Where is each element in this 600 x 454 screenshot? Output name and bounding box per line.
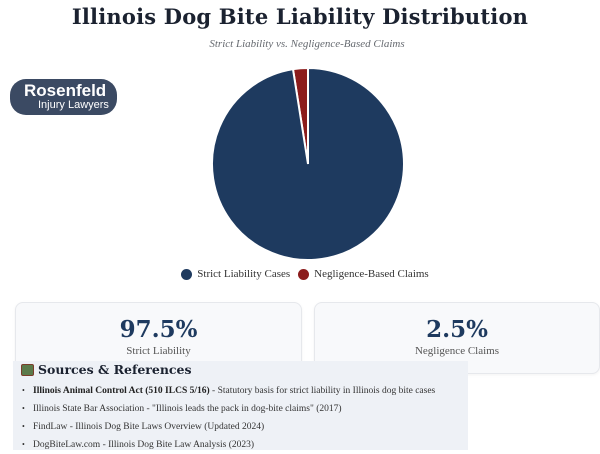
legend-label-strict: Strict Liability Cases xyxy=(197,268,291,280)
source-item: DogBiteLaw.com - Illinois Dog Bite Law A… xyxy=(22,436,435,454)
source-desc: - Illinois Dog Bite Law Analysis (2023) xyxy=(100,440,255,450)
page-title: Illinois Dog Bite Liability Distribution xyxy=(71,4,529,29)
pie-chart xyxy=(211,66,405,261)
stat-value-strict: 97.5% xyxy=(119,316,198,343)
source-item: Illinois State Bar Association - "Illino… xyxy=(22,400,435,418)
logo-brand: Rosenfeld xyxy=(24,81,107,100)
source-item: Illinois Animal Control Act (510 ILCS 5/… xyxy=(22,382,436,400)
source-name: FindLaw xyxy=(33,422,68,432)
pie-slice-strict-liability[interactable] xyxy=(211,66,405,261)
book-icon xyxy=(21,363,34,376)
sources-heading: Sources & References xyxy=(21,362,192,377)
legend-item-negligence[interactable]: Negligence-Based Claims xyxy=(298,268,429,280)
legend-item-strict[interactable]: Strict Liability Cases xyxy=(181,268,290,280)
source-desc: - Statutory basis for strict liability i… xyxy=(209,386,436,396)
chart-legend: Strict Liability Cases Negligence-Based … xyxy=(0,268,600,280)
source-desc: - Illinois Dog Bite Laws Overview (Updat… xyxy=(67,422,265,432)
page-subtitle: Strict Liability vs. Negligence-Based Cl… xyxy=(209,38,405,50)
source-desc: - "Illinois leads the pack in dog-bite c… xyxy=(144,404,342,414)
rosenfeld-logo[interactable]: Rosenfeld Injury Lawyers xyxy=(10,79,117,115)
stat-label-strict: Strict Liability xyxy=(126,345,191,357)
logo-tagline: Injury Lawyers xyxy=(38,99,109,111)
sources-list: Illinois Animal Control Act (510 ILCS 5/… xyxy=(21,382,435,454)
pie-slices xyxy=(211,66,405,261)
legend-dot-strict xyxy=(181,268,193,280)
legend-dot-negligence xyxy=(298,268,310,280)
stat-value-negligence: 2.5% xyxy=(426,316,488,343)
source-name: DogBiteLaw.com xyxy=(33,440,101,450)
sources-heading-text: Sources & References xyxy=(38,362,192,377)
sources-panel: Sources & References Illinois Animal Con… xyxy=(13,361,468,454)
source-name: Illinois State Bar Association xyxy=(33,404,145,414)
source-item: FindLaw - Illinois Dog Bite Laws Overvie… xyxy=(22,418,435,436)
legend-label-negligence: Negligence-Based Claims xyxy=(314,268,429,280)
stat-label-negligence: Negligence Claims xyxy=(414,345,499,357)
source-name: Illinois Animal Control Act (510 ILCS 5/… xyxy=(33,386,210,396)
